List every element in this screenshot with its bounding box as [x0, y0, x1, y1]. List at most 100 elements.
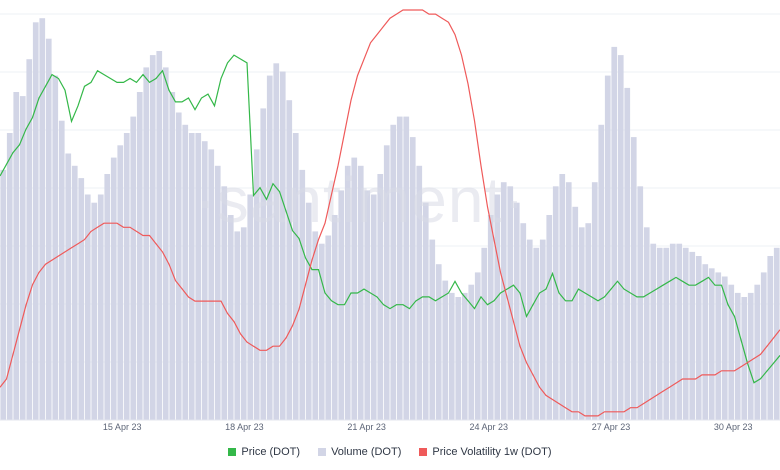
volume-bar — [130, 116, 137, 420]
volume-bar — [0, 169, 7, 420]
volume-bar — [689, 251, 696, 420]
legend-label-price: Price (DOT) — [241, 446, 301, 458]
volume-bar — [728, 284, 735, 420]
volume-bar — [6, 133, 13, 420]
volume-bar — [702, 264, 709, 420]
volume-bar — [747, 292, 754, 420]
volume-bar — [273, 63, 280, 421]
volume-bar — [65, 153, 72, 420]
volume-bar — [611, 46, 618, 421]
volume-bar — [754, 284, 761, 420]
volume-bar — [617, 55, 624, 420]
volume-bar — [26, 59, 33, 420]
volume-bar — [292, 133, 299, 420]
volume-bar — [84, 194, 91, 420]
volume-bar — [585, 223, 592, 420]
volume-bar — [643, 227, 650, 420]
santiment-watermark: ·santiment· — [194, 164, 525, 236]
volume-bar — [513, 202, 520, 420]
volume-bar — [325, 235, 332, 420]
volume-bar — [578, 227, 585, 420]
x-axis-ticks: 15 Apr 23 18 Apr 23 21 Apr 23 24 Apr 23 27 A… — [103, 422, 753, 432]
volume-bar — [143, 67, 150, 421]
price-swatch-icon — [228, 448, 237, 456]
volume-bar — [331, 215, 338, 420]
x-tick-label: 27 Apr 23 — [592, 422, 631, 432]
volume-bar — [422, 202, 429, 420]
volume-bar — [195, 133, 202, 420]
x-tick-label: 21 Apr 23 — [347, 422, 386, 432]
legend-item-price[interactable]: Price (DOT) — [228, 446, 300, 458]
volume-bar — [247, 194, 254, 420]
volume-bar — [734, 292, 741, 420]
volume-bar — [286, 100, 293, 420]
volume-bar — [721, 276, 728, 420]
volume-bar — [507, 186, 514, 420]
legend-item-volume[interactable]: Volume (DOT) — [318, 446, 401, 458]
volume-bar — [149, 55, 156, 420]
chart-legend: Price (DOT) Volume (DOT) Price Volatilit… — [0, 440, 780, 464]
volume-bar — [526, 239, 533, 420]
volume-bar — [442, 280, 449, 420]
volume-bar — [370, 194, 377, 420]
volume-bar — [708, 268, 715, 420]
volume-bar — [767, 256, 774, 420]
legend-label-volatility: Price Volatility 1w (DOT) — [432, 446, 552, 458]
volume-bar — [351, 157, 358, 420]
volume-bar — [104, 174, 111, 420]
volume-bar — [500, 182, 507, 420]
volume-bar — [110, 157, 117, 420]
volume-bar — [188, 133, 195, 420]
volume-bar — [715, 272, 722, 420]
volume-bar — [221, 186, 228, 420]
volatility-line — [0, 9, 780, 417]
legend-item-volatility[interactable]: Price Volatility 1w (DOT) — [419, 446, 552, 458]
volume-bar — [19, 96, 26, 420]
volume-bar — [13, 92, 20, 420]
volume-bar — [656, 247, 663, 420]
volume-bar — [91, 202, 98, 420]
volatility-swatch-icon — [419, 448, 428, 456]
volume-bar — [123, 133, 130, 420]
volume-bar — [455, 297, 462, 420]
volume-bar — [45, 38, 52, 420]
volume-bar — [598, 124, 605, 421]
x-tick-label: 24 Apr 23 — [470, 422, 509, 432]
x-tick-label: 15 Apr 23 — [103, 422, 142, 432]
volume-bar — [435, 264, 442, 420]
volume-bar — [461, 292, 468, 420]
volume-bar — [429, 239, 436, 420]
volume-bar — [52, 75, 59, 420]
volume-bar — [169, 92, 176, 420]
volume-bar — [663, 247, 670, 420]
volume-bar — [760, 272, 767, 420]
volume-bar — [695, 256, 702, 420]
legend-label-volume: Volume (DOT) — [331, 446, 402, 458]
volume-bar — [539, 239, 546, 420]
volume-bar — [676, 243, 683, 420]
volume-bar — [266, 75, 273, 420]
volume-bar — [494, 194, 501, 420]
volume-bar — [474, 272, 481, 420]
volume-bar — [58, 120, 65, 420]
volume-bar — [741, 297, 748, 420]
x-tick-label: 18 Apr 23 — [225, 422, 264, 432]
volume-bar — [390, 124, 397, 421]
volume-bar — [448, 292, 455, 420]
volume-bar — [208, 149, 215, 420]
volume-bar — [260, 108, 267, 421]
volume-bar — [214, 165, 221, 420]
volume-bar — [240, 227, 247, 420]
volume-bar — [468, 284, 475, 420]
volume-bar — [32, 22, 39, 421]
volume-bar — [396, 116, 403, 420]
volume-bar — [481, 247, 488, 420]
volume-bar — [552, 186, 559, 420]
volume-bar — [201, 141, 208, 420]
x-tick-label: 30 Apr 23 — [714, 422, 753, 432]
volume-bar — [71, 165, 78, 420]
gridlines — [0, 13, 780, 363]
volume-bar — [162, 67, 169, 421]
volume-bar — [520, 223, 527, 420]
